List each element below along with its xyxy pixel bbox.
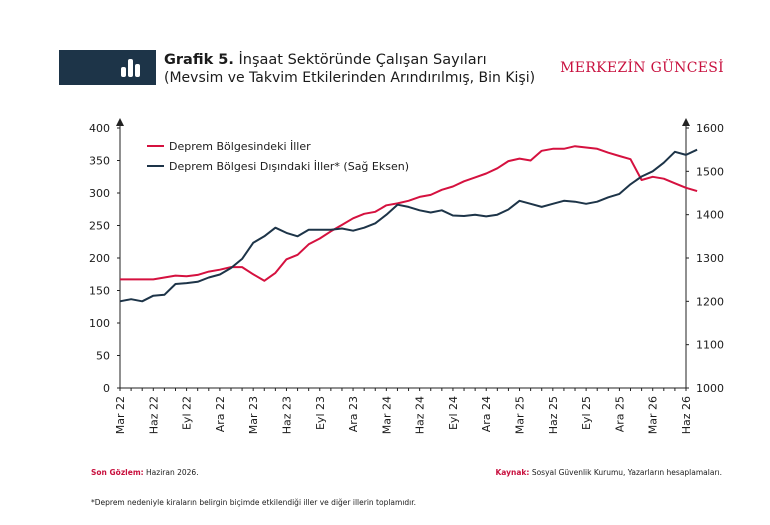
x-tick-label: Mar 24 [380, 396, 393, 434]
x-tick-label: Haz 24 [414, 396, 427, 434]
source-label: Kaynak: [495, 468, 530, 477]
x-tick-label: Eyl 22 [181, 396, 194, 430]
y-right-tick-label: 1300 [696, 252, 724, 265]
y-axis-left-arrow [116, 118, 124, 126]
chart-title-text: İnşaat Sektöründe Çalışan Sayıları [238, 52, 487, 68]
legend-label: Deprem Bölgesindeki İller [169, 140, 311, 153]
brand-logo-text: MERKEZİN GÜNCESİ [560, 60, 724, 76]
y-left-tick-label: 0 [103, 382, 110, 395]
x-tick-label: Haz 22 [147, 396, 160, 434]
y-left-tick-label: 250 [89, 220, 110, 233]
y-left-tick-label: 200 [89, 252, 110, 265]
y-right-tick-label: 1600 [696, 122, 724, 135]
y-left-tick-label: 350 [89, 155, 110, 168]
series-line-deprem-disi [119, 148, 698, 303]
footnote: *Deprem nedeniyle kiraların belirgin biç… [91, 498, 417, 507]
x-tick-label: Eyl 25 [580, 396, 593, 430]
y-right-tick-label: 1500 [696, 165, 724, 178]
x-tick-label: Eyl 23 [314, 396, 327, 430]
chart-title-number: Grafik 5. [164, 52, 234, 68]
y-right-tick-label: 1200 [696, 295, 724, 308]
y-axis-right-arrow [682, 118, 690, 126]
x-tick-label: Mar 25 [514, 396, 527, 434]
last-observation-note: Son Gözlem: Haziran 2026. [91, 468, 199, 477]
y-left-tick-label: 50 [96, 350, 110, 363]
last-observation-label: Son Gözlem: [91, 468, 144, 477]
x-tick-label: Mar 23 [247, 396, 260, 434]
y-left-tick-label: 400 [89, 122, 110, 135]
y-left-tick-label: 300 [89, 187, 110, 200]
chart-subtitle: (Mevsim ve Takvim Etkilerinden Arındırıl… [164, 70, 536, 86]
x-tick-label: Haz 23 [280, 396, 293, 434]
y-left-tick-label: 100 [89, 317, 110, 330]
bar-chart-icon [121, 59, 140, 77]
y-right-tick-label: 1000 [696, 382, 724, 395]
x-tick-label: Ara 25 [613, 396, 626, 432]
legend-label: Deprem Bölgesi Dışındaki İller* (Sağ Eks… [169, 160, 409, 173]
x-tick-label: Mar 22 [114, 396, 127, 434]
chart-title: Grafik 5. İnşaat Sektöründe Çalışan Sayı… [164, 51, 535, 69]
source-note: Kaynak: Sosyal Güvenlik Kurumu, Yazarlar… [496, 468, 723, 477]
x-tick-label: Mar 26 [647, 396, 660, 434]
x-tick-label: Ara 22 [214, 396, 227, 432]
x-tick-label: Ara 23 [347, 396, 360, 432]
chart-title-block: Grafik 5. İnşaat Sektöründe Çalışan Sayı… [164, 51, 535, 87]
x-tick-label: Ara 24 [480, 396, 493, 432]
y-right-tick-label: 1100 [696, 339, 724, 352]
y-left-tick-label: 150 [89, 285, 110, 298]
source-value: Sosyal Güvenlik Kurumu, Yazarların hesap… [531, 468, 722, 477]
x-tick-label: Haz 26 [680, 396, 693, 434]
last-observation-value: Haziran 2026. [146, 468, 199, 477]
x-tick-label: Haz 25 [547, 396, 560, 434]
chart-icon-box [59, 50, 156, 85]
series-line-deprem-bolgesi [120, 145, 698, 282]
x-tick-label: Eyl 24 [447, 396, 460, 430]
y-right-tick-label: 1400 [696, 209, 724, 222]
